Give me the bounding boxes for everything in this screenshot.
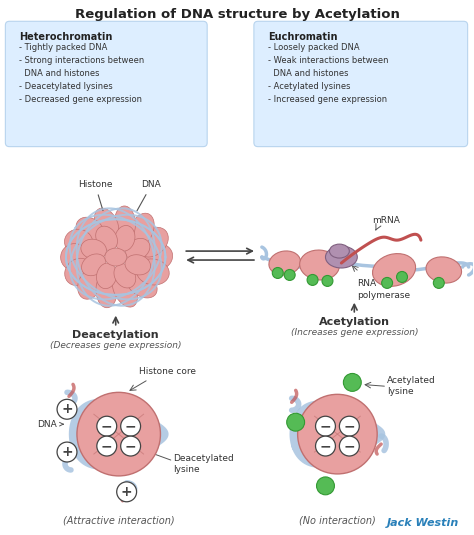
Text: +: +	[121, 485, 132, 499]
Text: −: −	[101, 419, 113, 433]
Circle shape	[77, 392, 161, 476]
Circle shape	[97, 436, 117, 456]
Text: - Strong interactions between: - Strong interactions between	[19, 56, 145, 65]
Text: (Attractive interaction): (Attractive interaction)	[63, 516, 174, 526]
Circle shape	[433, 278, 444, 288]
Ellipse shape	[65, 258, 92, 286]
Text: - Tightly packed DNA: - Tightly packed DNA	[19, 43, 108, 52]
Circle shape	[339, 416, 359, 436]
Text: - Decreased gene expression: - Decreased gene expression	[19, 95, 142, 104]
Text: −: −	[319, 439, 331, 453]
Circle shape	[121, 436, 141, 456]
Text: - Weak interactions between: - Weak interactions between	[268, 56, 388, 65]
Ellipse shape	[137, 227, 168, 257]
Ellipse shape	[96, 226, 118, 250]
Text: - Acetylated lysines: - Acetylated lysines	[268, 82, 350, 91]
Circle shape	[57, 399, 77, 419]
Text: Acetylation: Acetylation	[319, 317, 390, 327]
Text: DNA: DNA	[37, 419, 63, 429]
Text: mRNA: mRNA	[372, 216, 400, 225]
Text: −: −	[101, 439, 113, 453]
Ellipse shape	[137, 259, 169, 285]
Text: −: −	[125, 419, 137, 433]
Circle shape	[322, 276, 333, 286]
Ellipse shape	[426, 257, 462, 283]
Ellipse shape	[64, 229, 93, 255]
Ellipse shape	[96, 273, 117, 308]
Ellipse shape	[128, 213, 154, 247]
Text: - Increased gene expression: - Increased gene expression	[268, 95, 387, 104]
Ellipse shape	[329, 244, 349, 258]
Text: Regulation of DNA structure by Acetylation: Regulation of DNA structure by Acetylati…	[74, 9, 400, 21]
Ellipse shape	[81, 239, 107, 259]
Circle shape	[316, 436, 336, 456]
Text: Heterochromatin: Heterochromatin	[19, 32, 113, 42]
Ellipse shape	[105, 248, 127, 266]
Text: DNA and histones: DNA and histones	[268, 69, 348, 78]
Circle shape	[117, 482, 137, 502]
Text: Jack Westin: Jack Westin	[386, 518, 459, 528]
Circle shape	[287, 413, 305, 431]
Text: −: −	[344, 419, 355, 433]
Circle shape	[298, 394, 377, 474]
Text: Deacetylation: Deacetylation	[73, 330, 159, 340]
Text: RNA
polymerase: RNA polymerase	[357, 279, 410, 300]
Text: +: +	[61, 445, 73, 459]
Circle shape	[317, 477, 335, 495]
Ellipse shape	[76, 217, 104, 243]
Circle shape	[272, 268, 283, 278]
FancyBboxPatch shape	[254, 21, 468, 147]
Circle shape	[339, 436, 359, 456]
Ellipse shape	[94, 208, 118, 239]
Ellipse shape	[141, 243, 173, 271]
Ellipse shape	[269, 251, 301, 275]
Circle shape	[57, 442, 77, 462]
Text: +: +	[61, 402, 73, 416]
Text: Acetylated
lysine: Acetylated lysine	[387, 376, 436, 396]
Text: Deacetylated
lysine: Deacetylated lysine	[173, 454, 234, 474]
Circle shape	[284, 270, 295, 280]
Ellipse shape	[126, 239, 150, 260]
Ellipse shape	[112, 274, 137, 307]
Ellipse shape	[126, 270, 157, 298]
Circle shape	[121, 416, 141, 436]
Ellipse shape	[326, 246, 357, 268]
Circle shape	[397, 271, 408, 282]
Ellipse shape	[61, 243, 89, 271]
Text: (Decreases gene expression): (Decreases gene expression)	[50, 341, 182, 349]
Text: (No interaction): (No interaction)	[299, 516, 376, 526]
Circle shape	[97, 416, 117, 436]
Circle shape	[382, 278, 392, 288]
Text: −: −	[344, 439, 355, 453]
Text: DNA: DNA	[137, 180, 161, 211]
Circle shape	[307, 274, 318, 285]
Ellipse shape	[300, 250, 339, 280]
Ellipse shape	[125, 255, 151, 275]
Ellipse shape	[114, 206, 136, 241]
Text: −: −	[125, 439, 137, 453]
Ellipse shape	[114, 264, 136, 288]
Text: Histone: Histone	[78, 180, 112, 211]
Text: DNA and histones: DNA and histones	[19, 69, 100, 78]
Circle shape	[343, 373, 361, 392]
Text: (Increases gene expression): (Increases gene expression)	[291, 327, 418, 337]
Ellipse shape	[97, 263, 117, 288]
Text: Euchromatin: Euchromatin	[268, 32, 337, 42]
Ellipse shape	[82, 254, 106, 276]
Text: - Loosely packed DNA: - Loosely packed DNA	[268, 43, 359, 52]
Text: - Deacetylated lysines: - Deacetylated lysines	[19, 82, 113, 91]
FancyBboxPatch shape	[5, 21, 207, 147]
Ellipse shape	[78, 269, 102, 299]
Text: Histone core: Histone core	[138, 368, 196, 377]
Ellipse shape	[373, 254, 416, 286]
Text: −: −	[319, 419, 331, 433]
Circle shape	[316, 416, 336, 436]
Ellipse shape	[115, 225, 135, 251]
